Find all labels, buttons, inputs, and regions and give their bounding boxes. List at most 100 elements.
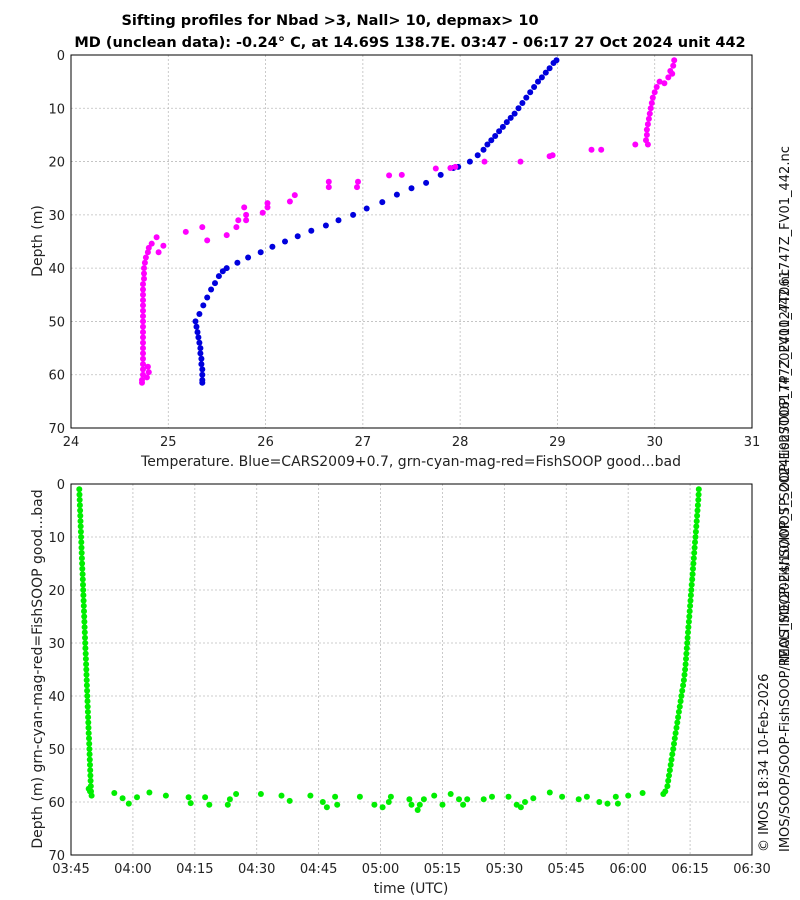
data-point (694, 502, 701, 509)
data-point (689, 571, 696, 578)
data-point (664, 783, 671, 790)
data-point (647, 105, 654, 112)
x-tick-label: 05:30 (486, 862, 523, 877)
data-point (78, 549, 85, 556)
y-tick-label: 30 (48, 637, 65, 652)
data-point (406, 796, 413, 803)
data-point (695, 496, 702, 503)
bottom-chart-frame (70, 483, 753, 856)
data-point (644, 141, 651, 148)
data-point (140, 329, 146, 336)
x-tick-label: 03:45 (52, 862, 89, 877)
data-point (140, 313, 146, 320)
data-point (199, 366, 206, 373)
data-point (604, 800, 611, 807)
data-point (322, 222, 329, 229)
data-point (264, 204, 271, 211)
data-point (648, 100, 655, 106)
data-point (76, 496, 83, 503)
data-point (198, 361, 205, 368)
data-point (81, 613, 88, 620)
data-point (278, 792, 285, 799)
data-point (460, 801, 467, 808)
data-point (480, 796, 487, 803)
data-point (125, 800, 132, 807)
x-tick-label: 24 (63, 435, 80, 450)
y-tick-label: 60 (48, 796, 65, 811)
data-point (199, 371, 206, 378)
data-point (140, 355, 146, 362)
data-point (82, 655, 89, 662)
data-point (83, 682, 90, 689)
data-point (82, 640, 89, 646)
data-point (78, 544, 85, 551)
y-tick-label: 0 (57, 49, 65, 64)
data-point (480, 146, 487, 153)
x-tick-label: 04:30 (238, 862, 275, 877)
data-point (685, 624, 692, 631)
data-point (693, 518, 700, 525)
bottom-chart-x-ticks: 03:45 04:00 04:15 04:30 04:45 05:00 05:15 05:30… (52, 862, 770, 877)
data-point (682, 666, 689, 673)
data-point (670, 62, 677, 69)
data-point (408, 185, 415, 192)
data-point (87, 767, 94, 774)
data-point (686, 613, 693, 620)
data-point (656, 78, 663, 85)
data-point (386, 172, 393, 179)
data-point (474, 152, 481, 159)
data-point (575, 796, 582, 803)
data-point (325, 184, 332, 191)
data-point (233, 224, 240, 231)
data-point (199, 224, 206, 231)
x-tick-label: 31 (744, 435, 761, 450)
x-tick-label: 28 (452, 435, 469, 450)
data-point (199, 379, 206, 386)
data-point (625, 792, 632, 799)
data-point (691, 544, 698, 551)
y-tick-label: 20 (48, 156, 65, 171)
data-point (692, 528, 699, 535)
data-point (385, 799, 392, 805)
data-point (85, 730, 92, 737)
data-point (76, 491, 83, 498)
data-point (507, 114, 514, 121)
data-point (437, 171, 444, 178)
data-point (588, 146, 595, 153)
data-point (144, 249, 151, 256)
data-point (439, 801, 446, 808)
data-point (187, 800, 194, 807)
x-tick-label: 27 (355, 435, 372, 450)
data-point (484, 141, 491, 148)
data-point (488, 137, 495, 144)
x-tick-label: 05:45 (548, 862, 585, 877)
data-point (197, 345, 204, 352)
data-point (145, 369, 152, 376)
data-point (82, 650, 89, 657)
data-point (80, 587, 87, 593)
data-point (632, 141, 639, 148)
data-point (243, 211, 250, 218)
data-point (653, 84, 660, 90)
x-tick-label: 05:15 (424, 862, 461, 877)
data-point (671, 735, 678, 742)
data-point (197, 350, 204, 357)
data-point (692, 534, 699, 540)
data-point (78, 539, 85, 546)
data-point (83, 677, 90, 684)
data-point (200, 302, 207, 309)
data-point (559, 793, 566, 800)
data-point (678, 693, 685, 699)
data-point (84, 708, 91, 715)
data-point (119, 795, 126, 802)
data-point (481, 158, 488, 165)
data-point (308, 227, 315, 234)
data-point (193, 323, 200, 330)
x-tick-label: 26 (257, 435, 274, 450)
data-point (492, 133, 499, 139)
data-point (78, 555, 85, 562)
data-point (644, 121, 651, 128)
data-point (661, 80, 668, 87)
data-point (84, 698, 91, 705)
data-point (80, 581, 86, 588)
